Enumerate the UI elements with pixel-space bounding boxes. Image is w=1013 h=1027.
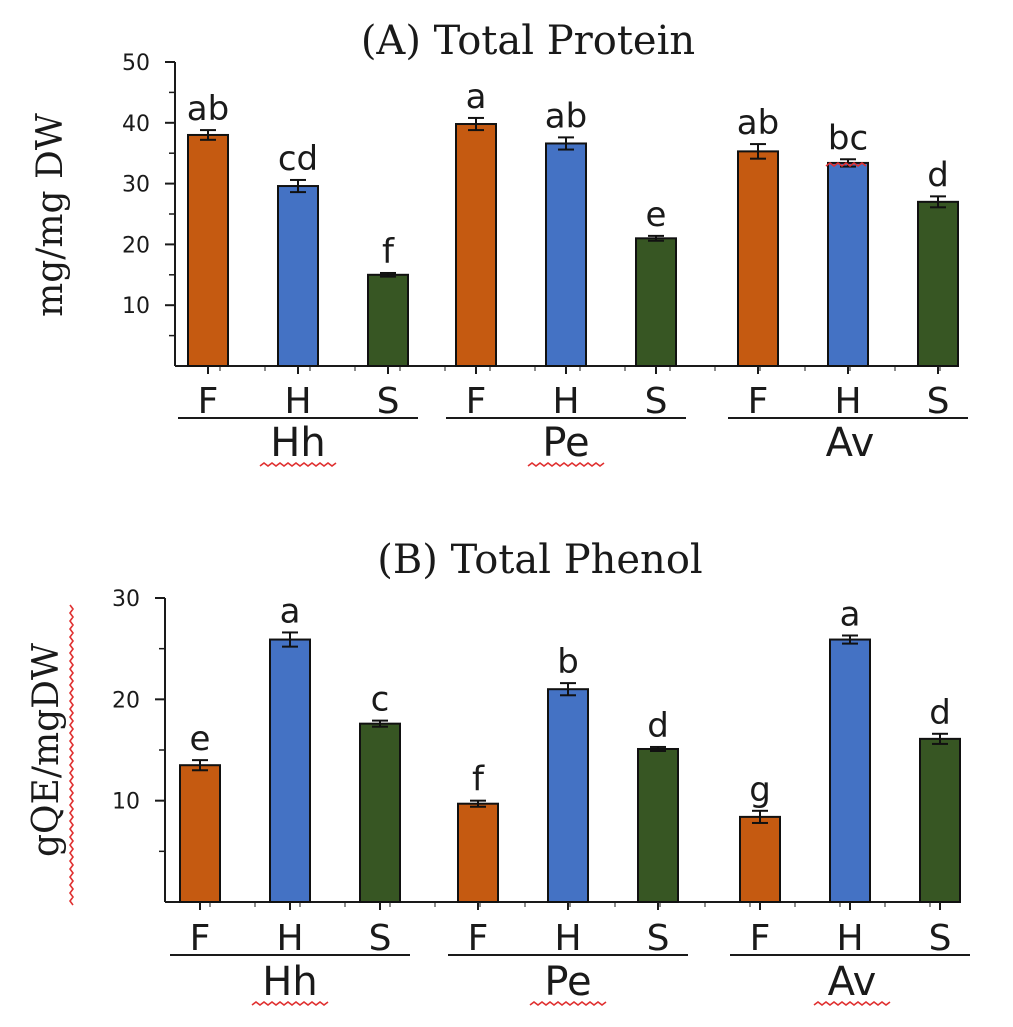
category-label: F	[750, 918, 771, 959]
bar	[269, 638, 311, 904]
bar	[545, 142, 587, 367]
bar	[457, 802, 499, 903]
significance-label: a	[840, 594, 861, 634]
significance-label: f	[472, 760, 485, 800]
bar	[277, 185, 319, 367]
y-tick-label: 20	[122, 233, 150, 258]
bar	[739, 815, 781, 904]
category-label: H	[834, 381, 861, 422]
y-axis-label: mg/mg DW	[30, 113, 71, 317]
significance-label: cd	[278, 139, 318, 179]
chart-title: (A) Total Protein	[361, 18, 695, 64]
significance-label: c	[371, 680, 390, 720]
significance-label: b	[557, 642, 579, 682]
category-label: F	[748, 381, 769, 422]
category-label: S	[645, 381, 668, 422]
group-label: Hh	[270, 420, 325, 466]
group-label: Av	[828, 959, 877, 1005]
bar	[359, 722, 401, 903]
category-label: S	[369, 918, 392, 959]
significance-label: g	[749, 770, 771, 810]
bar	[547, 688, 589, 904]
bar	[635, 237, 677, 368]
bar	[737, 150, 779, 367]
panel-total-protein: (A) Total Protein mg/mg DW 50 40 30 20 10 ab F…	[30, 18, 968, 467]
bar	[367, 273, 409, 367]
spell-underline	[529, 1001, 607, 1006]
y-tick-label: 40	[122, 112, 150, 137]
significance-label: f	[382, 232, 395, 272]
bar	[179, 764, 221, 904]
spell-underline	[527, 462, 605, 467]
significance-label: ab	[187, 89, 229, 129]
spell-underline	[825, 162, 867, 167]
spell-underline	[813, 1001, 891, 1006]
bar	[827, 161, 869, 367]
group-label: Hh	[262, 959, 317, 1005]
bar	[187, 133, 229, 367]
y-tick-label: 20	[112, 688, 140, 713]
category-label: S	[927, 381, 950, 422]
y-axis-label: gQE/mgDW	[26, 643, 67, 857]
spell-underline	[251, 1001, 329, 1006]
y-tick-label: 10	[112, 790, 140, 815]
category-label: S	[377, 381, 400, 422]
category-label: H	[554, 918, 581, 959]
spell-underline	[69, 604, 74, 906]
y-tick-label: 30	[122, 173, 150, 198]
bar	[637, 747, 679, 904]
significance-label: e	[190, 719, 211, 759]
category-label: S	[647, 918, 670, 959]
significance-label: bc	[828, 118, 868, 158]
significance-label: ab	[545, 96, 587, 136]
category-label: F	[466, 381, 487, 422]
group-label: Av	[826, 420, 875, 466]
category-label: F	[190, 918, 211, 959]
bar	[455, 123, 497, 367]
bar	[917, 200, 959, 367]
category-label: F	[468, 918, 489, 959]
category-label: H	[836, 918, 863, 959]
significance-label: a	[466, 77, 487, 117]
significance-label: a	[280, 591, 301, 631]
y-tick-label: 50	[122, 51, 150, 76]
significance-label: d	[929, 693, 951, 733]
chart-title: (B) Total Phenol	[377, 537, 702, 583]
category-label: H	[552, 381, 579, 422]
panel-total-phenol: (B) Total Phenol gQE/mgDW 30 20 10 e Fa Hc S Hh…	[26, 537, 970, 1006]
spell-underline	[259, 462, 337, 467]
y-tick-label: 30	[112, 587, 140, 612]
category-label: H	[284, 381, 311, 422]
significance-label: ab	[737, 103, 779, 143]
category-label: H	[276, 918, 303, 959]
significance-label: d	[927, 155, 949, 195]
category-label: S	[929, 918, 952, 959]
bar	[919, 737, 961, 903]
bar	[829, 638, 871, 904]
significance-label: d	[647, 706, 669, 746]
significance-label: e	[646, 195, 667, 235]
y-tick-label: 10	[122, 294, 150, 319]
group-label: Pe	[544, 959, 591, 1005]
group-label: Pe	[542, 420, 589, 466]
category-label: F	[198, 381, 219, 422]
